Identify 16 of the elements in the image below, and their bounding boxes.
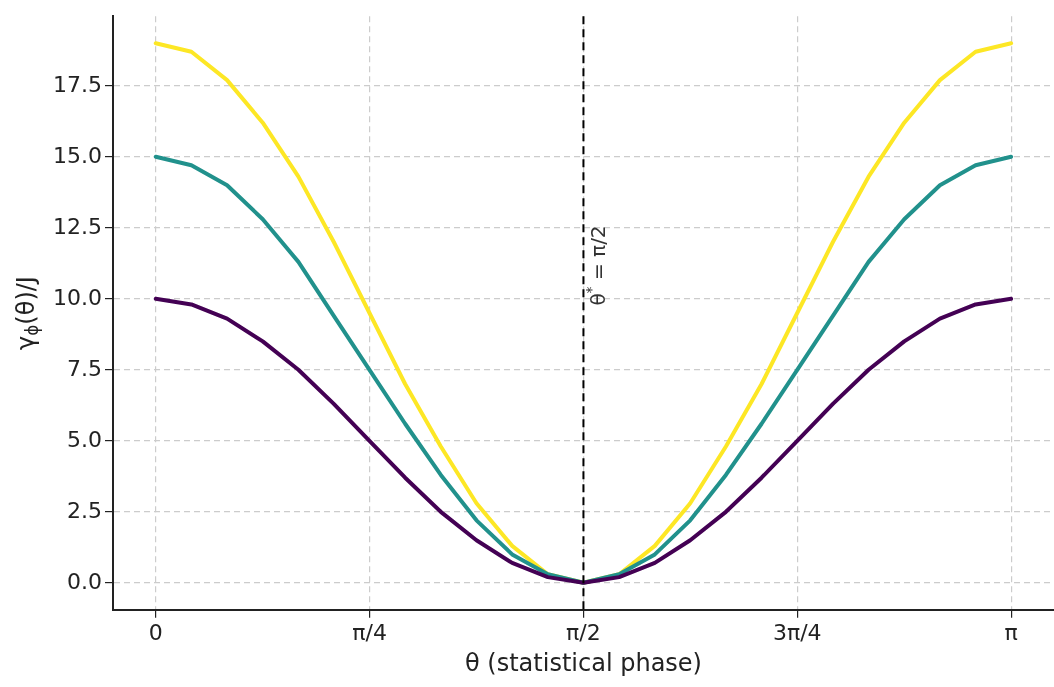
y-tick-label: 12.5 bbox=[53, 213, 102, 239]
y-tick-label: 0.0 bbox=[66, 568, 102, 594]
x-tick-label: 3π/4 bbox=[772, 619, 822, 645]
y-tick-label: 17.5 bbox=[53, 71, 102, 97]
y-tick-label: 15.0 bbox=[53, 142, 102, 168]
x-tick-label: 0 bbox=[148, 619, 163, 645]
x-tick-label: π bbox=[1004, 619, 1018, 645]
y-tick-label: 10.0 bbox=[53, 284, 102, 310]
y-axis-title: γϕ(θ)/J bbox=[12, 276, 43, 350]
x-axis-title: θ (statistical phase) bbox=[465, 648, 702, 677]
y-tick-label: 2.5 bbox=[66, 497, 102, 523]
ref-line-label: θ* = π/2 bbox=[583, 225, 610, 306]
y-tick-label: 5.0 bbox=[66, 426, 102, 452]
x-tick-label: π/2 bbox=[566, 619, 601, 645]
x-tick-label: π/4 bbox=[352, 619, 387, 645]
y-tick-label: 7.5 bbox=[66, 355, 102, 381]
